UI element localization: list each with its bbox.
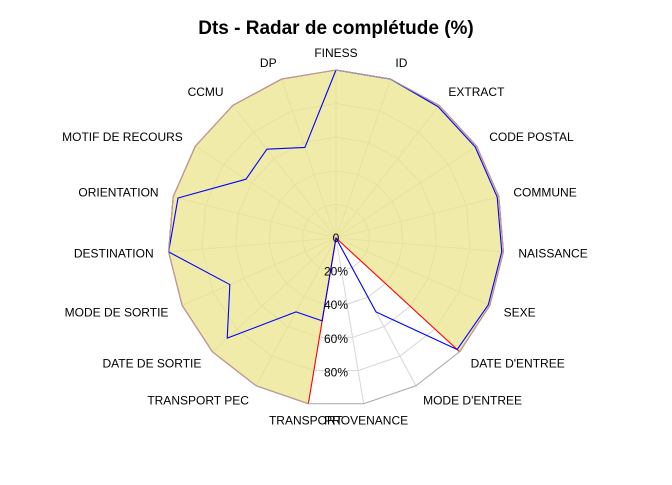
category-label: TRANSPORT PEC <box>147 394 249 408</box>
category-label: COMMUNE <box>513 186 576 200</box>
category-label: ID <box>395 56 407 70</box>
category-label: DATE DE SORTIE <box>102 356 201 370</box>
category-label: SEXE <box>504 305 536 319</box>
grid-spoke <box>335 237 365 404</box>
category-label: CCMU <box>188 85 224 99</box>
category-label: PROVENANCE <box>324 413 408 427</box>
category-label: MODE DE SORTIE <box>65 305 169 319</box>
radial-tick-label: 60% <box>324 332 348 346</box>
radial-tick-label: 20% <box>324 265 348 279</box>
category-label: CODE POSTAL <box>489 130 574 144</box>
radial-tick-label: 80% <box>324 365 348 379</box>
category-label: DATE D'ENTREE <box>471 356 565 370</box>
radial-tick-label: 0 <box>333 231 340 245</box>
category-label: ORIENTATION <box>78 186 158 200</box>
category-label: MODE D'ENTREE <box>423 394 522 408</box>
category-label: NAISSANCE <box>518 246 587 260</box>
radial-tick-label: 40% <box>324 298 348 312</box>
category-label: MOTIF DE RECOURS <box>62 130 183 144</box>
outer-ring <box>168 69 504 405</box>
chart-title: Dts - Radar de complétude (%) <box>198 18 474 39</box>
category-label: DESTINATION <box>74 246 154 260</box>
category-label: DP <box>260 56 277 70</box>
category-label: EXTRACT <box>448 85 505 99</box>
category-label: FINESS <box>314 46 357 60</box>
category-label: TRANSPORT <box>269 413 343 427</box>
series-line-2 <box>168 69 503 351</box>
